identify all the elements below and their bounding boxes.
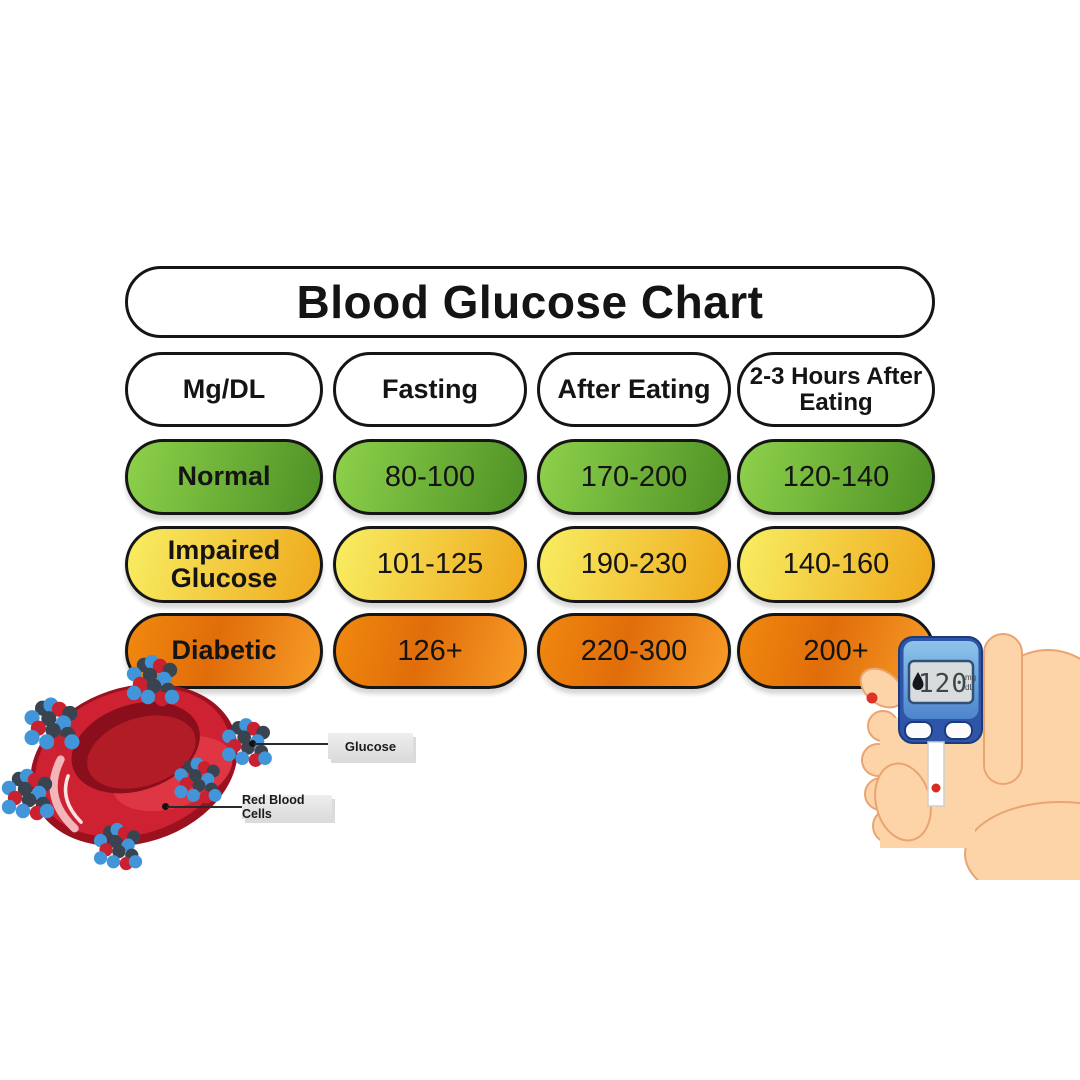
cell-normal-after-eating: 170-200 [537, 439, 731, 515]
hand [861, 633, 1080, 880]
meter-unit-mg: mg [965, 673, 976, 682]
blood-drop-icon [866, 692, 878, 704]
meter-reading: 120 [918, 669, 968, 699]
droplet-icon [912, 672, 924, 690]
header-cell-2-3-hours: 2-3 Hours After Eating [737, 352, 935, 427]
red-blood-cells-callout-dot [162, 803, 169, 810]
red-blood-cells-callout-line [167, 806, 242, 808]
cell-diabetic-after-eating: 220-300 [537, 613, 731, 689]
meter-unit-dl: dL [965, 683, 974, 692]
glucose-callout-dot [249, 740, 256, 747]
header-cell-fasting: Fasting [333, 352, 527, 427]
blood-drop-icon [931, 783, 941, 793]
red-blood-cell-illustration [1, 655, 272, 871]
meter-screen [907, 659, 975, 705]
row-impaired-label: Impaired Glucose [125, 526, 323, 603]
red-blood-cells-label: Red Blood Cells [242, 793, 332, 821]
pricked-finger [859, 667, 905, 709]
row-normal-label: Normal [125, 439, 323, 515]
cell-impaired-after-eating: 190-230 [537, 526, 731, 603]
header-cell-mgdl: Mg/DL [125, 352, 323, 427]
cell-normal-2-3-hours: 120-140 [737, 439, 935, 515]
test-strip [927, 741, 945, 807]
red-blood-cell [30, 683, 238, 847]
glucose-callout-line [254, 743, 328, 745]
cell-normal-fasting: 80-100 [333, 439, 527, 515]
cell-impaired-2-3-hours: 140-160 [737, 526, 935, 603]
glucose-molecule-icon [126, 655, 180, 707]
cell-diabetic-fasting: 126+ [333, 613, 527, 689]
glucometer-illustration: 120 mg dL [859, 633, 1080, 880]
page-title: Blood Glucose Chart [125, 266, 935, 338]
glucometer: 120 mg dL [898, 636, 983, 744]
meter-button-left [904, 721, 933, 740]
meter-button-right [944, 721, 973, 740]
header-cell-after-eating: After Eating [537, 352, 731, 427]
glucose-label: Glucose [328, 733, 413, 759]
cell-impaired-fasting: 101-125 [333, 526, 527, 603]
